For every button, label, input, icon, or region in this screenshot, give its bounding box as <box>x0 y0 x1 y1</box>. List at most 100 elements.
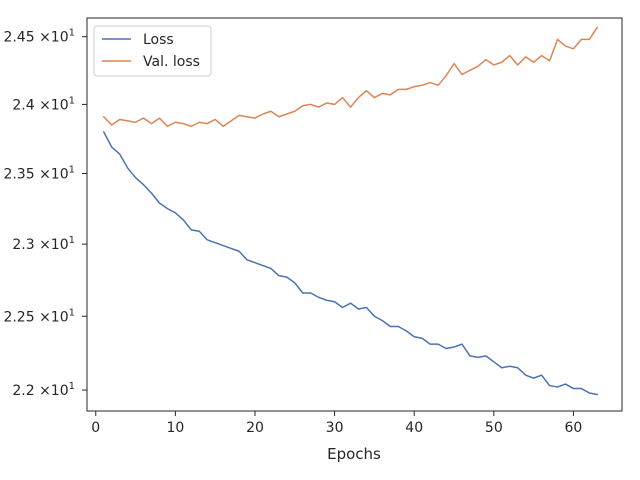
data-point-loss <box>135 177 137 179</box>
data-point-loss <box>206 239 208 241</box>
data-point-loss <box>119 153 121 155</box>
data-point-loss <box>238 250 240 252</box>
data-point-val-loss <box>517 64 519 66</box>
data-point-val-loss <box>453 63 455 65</box>
data-point-val-loss <box>326 102 328 104</box>
data-point-loss <box>342 307 344 309</box>
data-point-val-loss <box>190 126 192 128</box>
data-point-val-loss <box>477 66 479 68</box>
data-point-loss <box>127 167 129 169</box>
data-point-loss <box>525 374 527 376</box>
data-point-loss <box>382 320 384 322</box>
data-point-val-loss <box>549 60 551 62</box>
data-point-val-loss <box>183 123 185 125</box>
data-point-val-loss <box>206 123 208 125</box>
y-tick-label: 2.4 ×101 <box>12 95 75 113</box>
data-point-val-loss <box>581 39 583 41</box>
data-point-val-loss <box>597 27 599 29</box>
y-tick-label: 2.25 ×101 <box>3 307 75 325</box>
data-point-loss <box>334 301 336 303</box>
x-axis: 0 10 20 30 40 50 60 <box>91 411 582 436</box>
data-point-val-loss <box>143 117 145 119</box>
data-point-loss <box>453 346 455 348</box>
data-point-val-loss <box>294 110 296 112</box>
data-point-val-loss <box>374 97 376 99</box>
data-point-val-loss <box>509 55 511 57</box>
data-point-val-loss <box>310 104 312 106</box>
data-point-val-loss <box>413 86 415 88</box>
x-tick-label: 30 <box>326 420 344 436</box>
data-point-val-loss <box>254 117 256 119</box>
data-point-val-loss <box>342 97 344 99</box>
data-point-loss <box>294 282 296 284</box>
y-tick-label: 2.35 ×101 <box>3 165 75 183</box>
y-tick-label: 2.45 ×101 <box>3 28 75 46</box>
data-point-val-loss <box>390 94 392 96</box>
x-tick-label: 40 <box>405 420 423 436</box>
data-point-val-loss <box>222 126 224 128</box>
data-point-val-loss <box>437 85 439 87</box>
data-point-val-loss <box>334 104 336 106</box>
x-tick-label: 20 <box>246 420 264 436</box>
data-point-val-loss <box>159 117 161 119</box>
data-point-loss <box>310 292 312 294</box>
data-point-val-loss <box>262 113 264 115</box>
data-point-val-loss <box>358 97 360 99</box>
data-point-loss <box>366 307 368 309</box>
data-point-loss <box>167 208 169 210</box>
data-point-loss <box>374 315 376 317</box>
data-point-loss <box>318 297 320 299</box>
data-point-loss <box>461 343 463 345</box>
data-point-loss <box>549 385 551 387</box>
data-point-val-loss <box>405 89 407 91</box>
data-point-loss <box>533 377 535 379</box>
x-tick-label: 10 <box>166 420 184 436</box>
data-point-val-loss <box>541 55 543 57</box>
data-point-val-loss <box>278 116 280 118</box>
data-point-val-loss <box>525 56 527 58</box>
data-point-loss <box>230 248 232 250</box>
y-axis: 2.2 ×101 2.25 ×101 2.3 ×101 2.35 ×101 2.4 ×1… <box>3 28 87 399</box>
series-line-loss <box>102 131 599 396</box>
data-point-val-loss <box>246 116 248 118</box>
data-point-loss <box>517 367 519 369</box>
data-point-loss <box>421 337 423 339</box>
data-point-val-loss <box>485 59 487 61</box>
data-point-loss <box>214 242 216 244</box>
legend: Loss Val. loss <box>93 25 212 77</box>
data-point-val-loss <box>135 121 137 123</box>
data-point-val-loss <box>469 70 471 72</box>
data-point-loss <box>581 388 583 390</box>
data-point-val-loss <box>238 115 240 117</box>
legend-label-val-loss: Val. loss <box>143 54 200 70</box>
data-point-loss <box>270 268 272 270</box>
series-line-val-loss <box>102 26 599 128</box>
data-point-val-loss <box>175 121 177 123</box>
data-point-loss <box>573 388 575 390</box>
data-point-val-loss <box>318 106 320 108</box>
data-point-val-loss <box>127 120 129 122</box>
data-point-loss <box>246 259 248 261</box>
x-tick-label: 50 <box>485 420 503 436</box>
data-point-val-loss <box>382 93 384 95</box>
data-point-val-loss <box>589 39 591 41</box>
data-point-val-loss <box>270 110 272 112</box>
data-point-loss <box>445 348 447 350</box>
data-point-val-loss <box>230 120 232 122</box>
data-point-val-loss <box>214 119 216 121</box>
data-point-loss <box>477 357 479 359</box>
data-point-val-loss <box>557 39 559 41</box>
data-point-val-loss <box>119 119 121 121</box>
data-point-loss <box>405 330 407 332</box>
data-point-loss <box>159 202 161 204</box>
data-point-loss <box>326 299 328 301</box>
data-point-loss <box>429 343 431 345</box>
data-point-loss <box>278 275 280 277</box>
data-point-loss <box>485 355 487 357</box>
data-point-loss <box>103 131 105 133</box>
data-point-loss <box>222 245 224 247</box>
data-point-loss <box>358 308 360 310</box>
data-point-loss <box>390 326 392 328</box>
data-point-loss <box>541 374 543 376</box>
